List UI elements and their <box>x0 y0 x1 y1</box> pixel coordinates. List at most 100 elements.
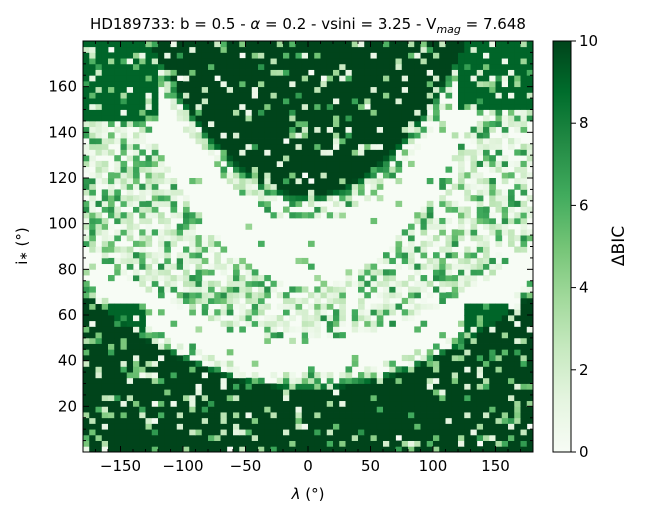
heatmap-cell <box>251 394 259 402</box>
heatmap-cell <box>308 103 315 110</box>
heatmap-cell <box>226 63 234 70</box>
heatmap-cell <box>245 166 253 173</box>
heatmap-cell <box>501 46 509 53</box>
heatmap-cell <box>520 63 528 70</box>
heatmap-cell <box>495 354 503 362</box>
heatmap-cell <box>345 446 353 453</box>
heatmap-cell <box>489 103 496 110</box>
heatmap-cell <box>264 332 271 339</box>
heatmap-cell <box>489 80 496 88</box>
heatmap-cell <box>476 138 484 145</box>
heatmap-cell <box>345 63 353 70</box>
heatmap-cell <box>108 80 115 88</box>
heatmap-cell <box>301 417 309 424</box>
heatmap-cell <box>276 98 284 105</box>
heatmap-cell <box>401 372 409 379</box>
heatmap-cell <box>101 189 109 196</box>
heatmap-cell <box>476 126 484 133</box>
heatmap-cell <box>276 320 284 327</box>
heatmap-cell <box>489 417 496 424</box>
heatmap-cell <box>89 315 96 322</box>
heatmap-cell <box>514 394 521 402</box>
heatmap-cell <box>358 115 365 122</box>
heatmap-cell <box>414 92 421 99</box>
heatmap-cell <box>308 115 315 122</box>
heatmap-cell <box>189 246 196 253</box>
heatmap-cell <box>220 377 228 384</box>
heatmap-cell <box>120 320 128 327</box>
heatmap-cell <box>133 269 140 276</box>
heatmap-cell <box>501 189 509 196</box>
heatmap-cell <box>333 326 340 333</box>
heatmap-cell <box>133 115 140 122</box>
heatmap-cell <box>389 280 396 287</box>
heatmap-cell <box>220 423 228 430</box>
heatmap-cell <box>101 326 109 333</box>
heatmap-cell <box>464 434 471 441</box>
heatmap-cell <box>395 389 403 396</box>
heatmap-cell <box>170 446 178 453</box>
heatmap-cell <box>195 349 203 356</box>
heatmap-cell <box>420 217 428 225</box>
heatmap-cell <box>314 434 321 441</box>
heatmap-cell <box>520 349 528 356</box>
heatmap-cell <box>308 389 315 396</box>
heatmap-cell <box>301 383 309 390</box>
heatmap-cell <box>114 349 121 356</box>
heatmap-cell <box>458 366 465 373</box>
heatmap-cell <box>508 417 515 424</box>
heatmap-cell <box>101 52 109 59</box>
heatmap-cell <box>83 320 90 327</box>
heatmap-cell <box>483 315 490 322</box>
heatmap-cell <box>514 160 521 167</box>
heatmap-cell <box>383 41 390 48</box>
heatmap-cell <box>339 46 346 53</box>
heatmap-cell <box>101 349 109 356</box>
heatmap-cell <box>451 389 459 396</box>
heatmap-cell <box>183 417 190 424</box>
heatmap-cell <box>420 275 428 282</box>
heatmap-cell <box>476 235 484 242</box>
heatmap-cell <box>114 69 121 76</box>
heatmap-cell <box>270 132 278 139</box>
heatmap-cell <box>464 172 471 179</box>
heatmap-cell <box>326 315 334 322</box>
heatmap-cell <box>464 360 471 367</box>
heatmap-cell <box>520 337 528 344</box>
heatmap-cell <box>208 80 215 88</box>
heatmap-cell <box>289 63 296 70</box>
heatmap-cell <box>445 434 453 441</box>
heatmap-cell <box>301 41 309 48</box>
heatmap-cell <box>158 360 165 367</box>
heatmap-cell <box>276 86 284 93</box>
heatmap-cell <box>439 354 446 362</box>
heatmap-cell <box>245 189 253 196</box>
heatmap-cell <box>320 280 328 287</box>
heatmap-cell <box>283 178 290 185</box>
heatmap-cell <box>476 80 484 88</box>
heatmap-cell <box>239 63 246 70</box>
heatmap-cell <box>308 109 315 116</box>
heatmap-cell <box>83 132 90 139</box>
heatmap-cell <box>264 126 271 133</box>
heatmap-cell <box>170 354 178 362</box>
heatmap-cell <box>95 309 103 316</box>
heatmap-cell <box>439 126 446 133</box>
heatmap-cell <box>283 206 290 213</box>
heatmap-cell <box>339 394 346 402</box>
heatmap-cell <box>408 446 415 453</box>
heatmap-cell <box>239 275 246 282</box>
heatmap-cell <box>139 63 146 70</box>
heatmap-cell <box>233 320 240 327</box>
heatmap-cell <box>489 109 496 116</box>
heatmap-cell <box>120 212 128 219</box>
heatmap-cell <box>458 377 465 384</box>
heatmap-cell <box>339 115 346 122</box>
heatmap-cell <box>489 343 496 350</box>
heatmap-cell <box>333 446 340 453</box>
heatmap-cell <box>270 383 278 390</box>
heatmap-cell <box>233 41 240 48</box>
heatmap-cell <box>158 383 165 390</box>
heatmap-cell <box>233 126 240 133</box>
heatmap-cell <box>283 149 290 156</box>
